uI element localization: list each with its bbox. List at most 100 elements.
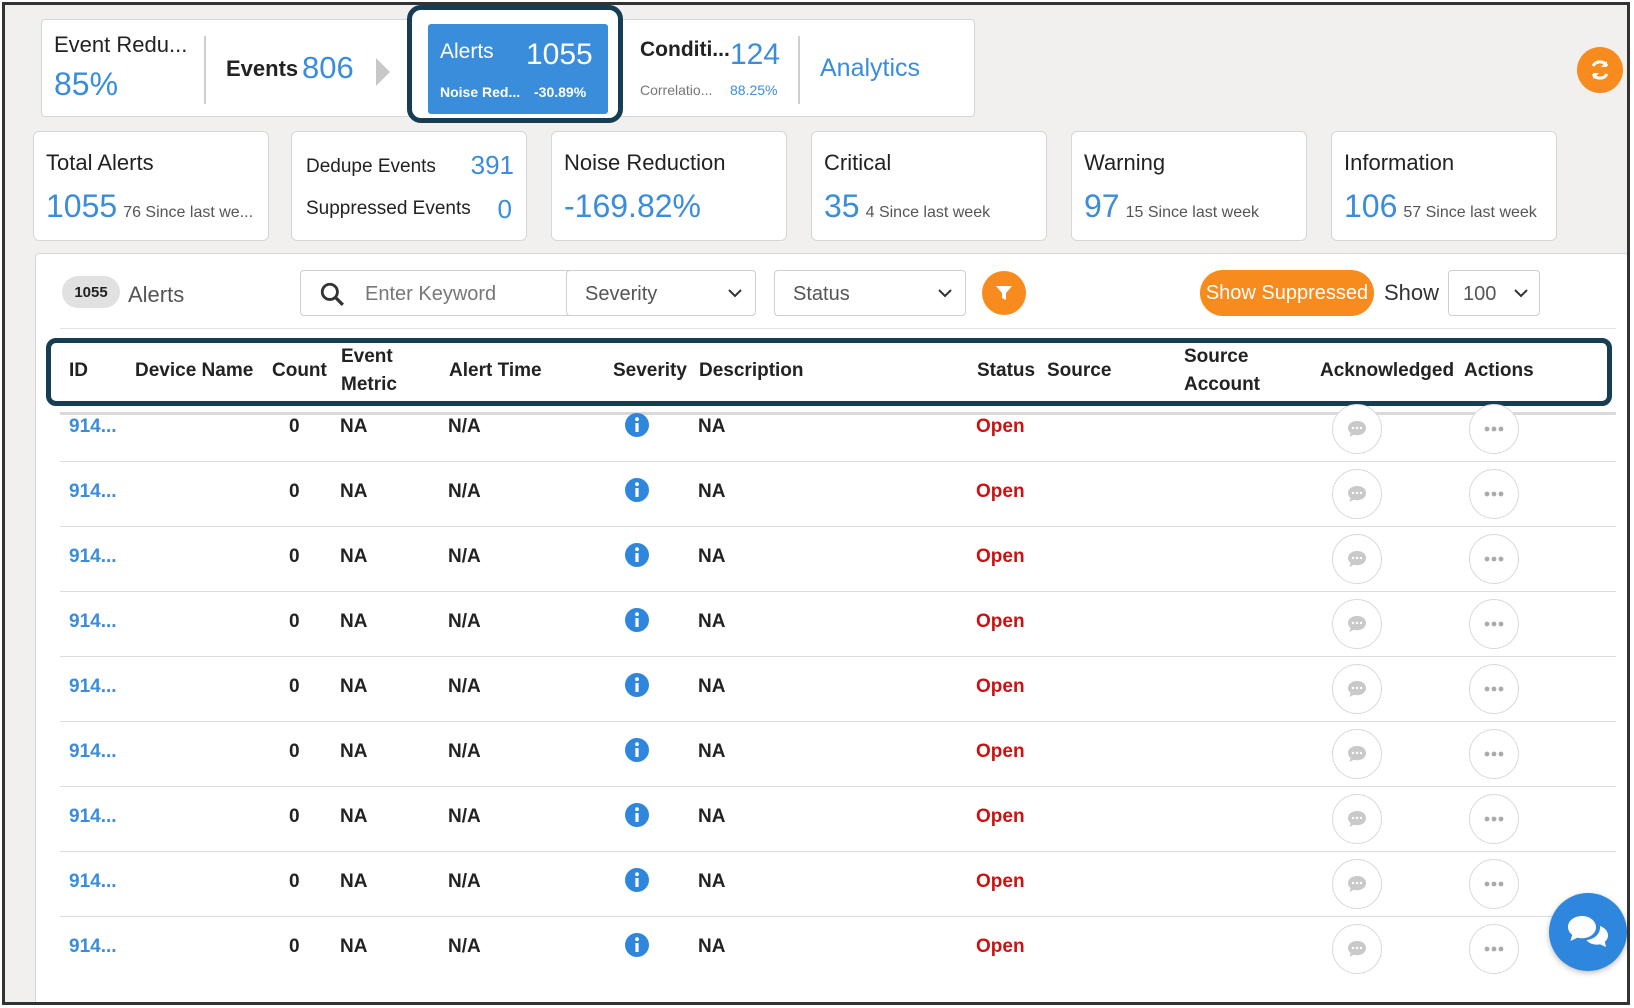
acknowledge-button[interactable] — [1332, 469, 1382, 519]
acknowledge-button[interactable] — [1332, 599, 1382, 649]
card-noise-reduction-title: Noise Reduction — [564, 150, 726, 175]
severity-dropdown[interactable]: Severity — [566, 270, 756, 316]
row-count: 0 — [289, 741, 300, 762]
row-description: NA — [698, 611, 726, 632]
row-id-link[interactable]: 914... — [69, 546, 117, 567]
table-row[interactable]: 914... 0 NA N/A NA Open — [60, 654, 1616, 722]
comment-icon — [1348, 616, 1366, 632]
card-total-alerts-value-row: 1055 76 Since last we... — [46, 188, 253, 225]
card-warning[interactable]: Warning 97 15 Since last week — [1071, 131, 1307, 241]
row-id-link[interactable]: 914... — [69, 806, 117, 827]
card-critical-value: 35 — [824, 188, 860, 224]
row-actions-button[interactable] — [1469, 404, 1519, 454]
pipeline-alerts[interactable]: Alerts 1055 Noise Red... -30.89% — [428, 24, 608, 114]
row-actions-button[interactable] — [1469, 729, 1519, 779]
row-event-metric: NA — [340, 676, 368, 697]
table-row[interactable]: 914... 0 NA N/A NA Open — [60, 524, 1616, 592]
card-total-alerts[interactable]: Total Alerts 1055 76 Since last we... — [33, 131, 269, 241]
col-source-account[interactable]: Source Account — [1184, 343, 1260, 399]
card-critical[interactable]: Critical 35 4 Since last week — [811, 131, 1047, 241]
more-icon — [1484, 881, 1504, 887]
row-actions-button[interactable] — [1469, 534, 1519, 584]
col-alert-time[interactable]: Alert Time — [449, 360, 542, 381]
row-id-link[interactable]: 914... — [69, 611, 117, 632]
row-id-link[interactable]: 914... — [69, 936, 117, 957]
acknowledge-button[interactable] — [1332, 729, 1382, 779]
more-icon — [1484, 816, 1504, 822]
acknowledge-button[interactable] — [1332, 534, 1382, 584]
card-noise-reduction[interactable]: Noise Reduction -169.82% — [551, 131, 787, 241]
row-id-link[interactable]: 914... — [69, 741, 117, 762]
col-device-name[interactable]: Device Name — [135, 360, 254, 381]
row-description: NA — [698, 416, 726, 437]
refresh-button[interactable] — [1577, 47, 1623, 93]
info-icon — [625, 803, 649, 827]
row-actions-button[interactable] — [1469, 599, 1519, 649]
row-event-metric: NA — [340, 611, 368, 632]
table-row[interactable]: 914... 0 NA N/A NA Open — [60, 849, 1616, 917]
row-description: NA — [698, 676, 726, 697]
row-id-link[interactable]: 914... — [69, 676, 117, 697]
row-actions-button[interactable] — [1469, 924, 1519, 974]
col-actions[interactable]: Actions — [1464, 360, 1534, 381]
chat-button[interactable] — [1549, 893, 1627, 971]
table-row[interactable]: 914... 0 NA N/A NA Open — [60, 719, 1616, 787]
table-row[interactable]: 914... 0 NA N/A NA Open — [60, 589, 1616, 657]
show-label: Show — [1384, 280, 1440, 305]
card-critical-value-row: 35 4 Since last week — [824, 188, 990, 225]
table-row[interactable]: 914... 0 NA N/A NA Open — [60, 914, 1616, 982]
row-actions-button[interactable] — [1469, 859, 1519, 909]
acknowledge-button[interactable] — [1332, 664, 1382, 714]
row-actions-button[interactable] — [1469, 469, 1519, 519]
col-severity[interactable]: Severity — [613, 360, 687, 381]
acknowledge-button[interactable] — [1332, 924, 1382, 974]
card-dedupe-label: Dedupe Events — [306, 156, 436, 177]
col-acknowledged[interactable]: Acknowledged — [1320, 360, 1455, 381]
show-suppressed-button[interactable]: Show Suppressed — [1200, 270, 1374, 316]
col-count[interactable]: Count — [272, 360, 327, 381]
row-alert-time: N/A — [448, 936, 481, 957]
more-icon — [1484, 621, 1504, 627]
pipeline-events[interactable]: Events 806 — [226, 20, 376, 116]
row-id-link[interactable]: 914... — [69, 481, 117, 502]
search-box[interactable] — [300, 270, 572, 316]
row-actions-button[interactable] — [1469, 664, 1519, 714]
card-information[interactable]: Information 106 57 Since last week — [1331, 131, 1557, 241]
row-alert-time: N/A — [448, 676, 481, 697]
row-alert-time: N/A — [448, 481, 481, 502]
col-event-metric[interactable]: Event Metric — [341, 343, 397, 399]
page-size-select[interactable]: 100 — [1448, 270, 1540, 316]
pipeline-events-label: Events — [226, 56, 299, 81]
row-id-link[interactable]: 914... — [69, 871, 117, 892]
table-row[interactable]: 914... 0 NA N/A NA Open — [60, 459, 1616, 527]
row-count: 0 — [289, 546, 300, 567]
card-information-value-row: 106 57 Since last week — [1344, 188, 1537, 225]
more-icon — [1484, 491, 1504, 497]
acknowledge-button[interactable] — [1332, 794, 1382, 844]
table-header: ID Device Name Count Event Metric Alert … — [46, 338, 1612, 406]
comment-icon — [1348, 486, 1366, 502]
col-description[interactable]: Description — [699, 360, 804, 381]
acknowledge-button[interactable] — [1332, 859, 1382, 909]
pipeline-conditions[interactable]: Conditi... 124 Correlatio... 88.25% — [640, 20, 790, 116]
row-id-link[interactable]: 914... — [69, 416, 117, 437]
row-status: Open — [976, 611, 1025, 632]
search-input[interactable] — [365, 281, 555, 307]
status-dropdown[interactable]: Status — [774, 270, 966, 316]
pipeline-event-reduction[interactable]: Event Redu... 85% — [54, 20, 204, 116]
pipeline-analytics[interactable]: Analytics — [820, 20, 960, 116]
col-source[interactable]: Source — [1047, 360, 1112, 381]
table-row[interactable]: 914... 0 NA N/A NA Open — [60, 394, 1616, 462]
row-actions-button[interactable] — [1469, 794, 1519, 844]
row-description: NA — [698, 546, 726, 567]
pipeline-alerts-label: Alerts — [440, 40, 494, 63]
card-dedupe[interactable]: Dedupe Events 391 Suppressed Events 0 — [291, 131, 527, 241]
row-event-metric: NA — [340, 936, 368, 957]
acknowledge-button[interactable] — [1332, 404, 1382, 454]
filter-button[interactable] — [982, 271, 1026, 315]
col-id[interactable]: ID — [69, 360, 88, 381]
table-row[interactable]: 914... 0 NA N/A NA Open — [60, 784, 1616, 852]
page-size-value: 100 — [1463, 283, 1497, 305]
col-status[interactable]: Status — [977, 360, 1036, 381]
